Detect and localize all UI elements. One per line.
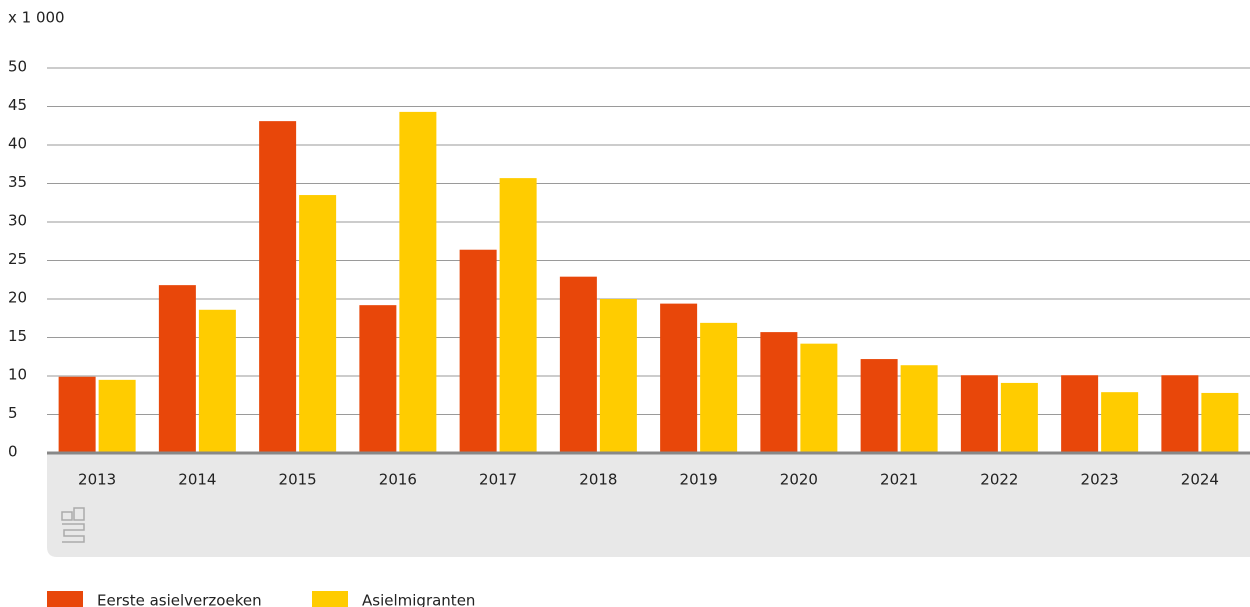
bar — [1161, 375, 1199, 453]
x-tick-label: 2024 — [1181, 471, 1219, 489]
category-band — [47, 453, 1250, 557]
bar — [660, 303, 698, 453]
legend-label: Eerste asielverzoeken — [97, 592, 262, 607]
y-tick-label: 5 — [8, 404, 18, 422]
unit-label: x 1 000 — [8, 9, 65, 27]
y-tick-label: 20 — [8, 289, 27, 307]
bar — [198, 309, 236, 453]
y-tick-label: 45 — [8, 96, 27, 114]
x-tick-label: 2020 — [780, 471, 818, 489]
x-tick-label: 2014 — [178, 471, 216, 489]
bar — [800, 343, 838, 453]
legend-label: Asielmigranten — [362, 592, 475, 607]
y-tick-label: 15 — [8, 327, 27, 345]
bar — [499, 178, 537, 454]
x-tick-label: 2017 — [479, 471, 517, 489]
bar — [700, 322, 738, 453]
bar — [158, 285, 196, 453]
x-tick-label: 2019 — [680, 471, 718, 489]
bar — [359, 305, 397, 453]
x-tick-label: 2013 — [78, 471, 116, 489]
x-tick-label: 2015 — [279, 471, 317, 489]
bar — [399, 111, 437, 453]
bar — [559, 276, 597, 453]
y-tick-label: 10 — [8, 366, 27, 384]
x-tick-label: 2022 — [980, 471, 1018, 489]
y-tick-label: 30 — [8, 212, 27, 230]
y-tick-label: 50 — [8, 58, 27, 76]
x-tick-label: 2023 — [1081, 471, 1119, 489]
bar — [900, 365, 938, 453]
bar — [98, 379, 136, 453]
legend-swatch — [47, 591, 83, 607]
bar — [259, 121, 297, 453]
bar — [960, 375, 998, 453]
y-tick-label: 35 — [8, 173, 27, 191]
bar — [299, 195, 337, 454]
y-tick-label: 40 — [8, 135, 27, 153]
bar — [58, 376, 96, 453]
bar — [860, 359, 898, 453]
legend-swatch — [312, 591, 348, 607]
bar — [459, 249, 497, 453]
bar — [1101, 392, 1139, 453]
y-tick-label: 25 — [8, 250, 27, 268]
bar — [599, 299, 637, 453]
bar — [1061, 375, 1099, 453]
x-tick-label: 2018 — [579, 471, 617, 489]
x-tick-label: 2016 — [379, 471, 417, 489]
y-tick-label: 0 — [8, 443, 18, 461]
logo — [61, 507, 85, 543]
bar — [1201, 392, 1239, 453]
x-tick-label: 2021 — [880, 471, 918, 489]
bar — [1000, 382, 1038, 453]
bar — [760, 332, 798, 453]
